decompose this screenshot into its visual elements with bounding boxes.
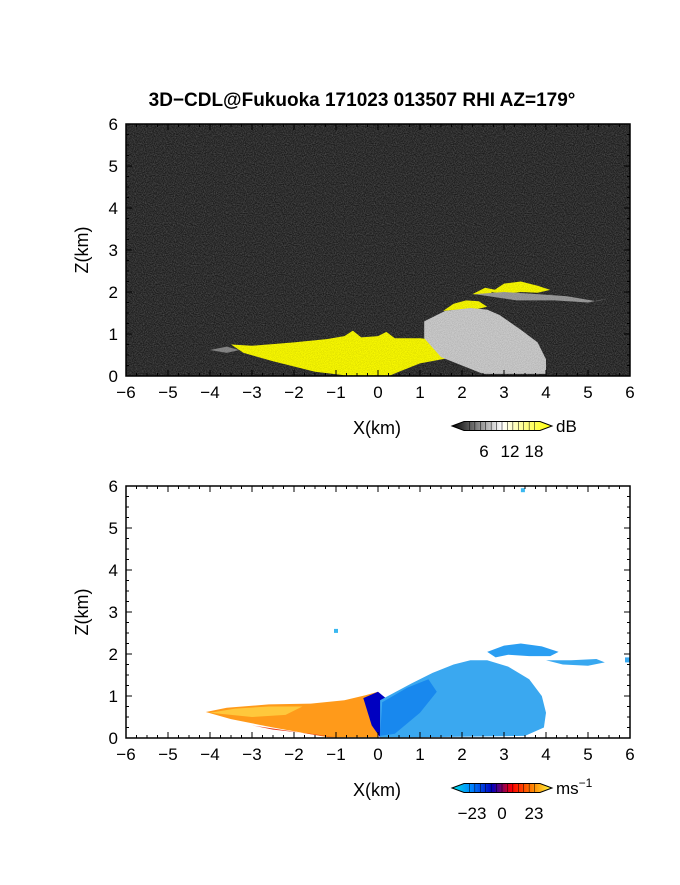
- y-axis-label: Z(km): [72, 227, 92, 274]
- x-tick-label: 5: [583, 745, 592, 764]
- figure-title: 3D−CDL@Fukuoka 171023 013507 RHI AZ=179°: [149, 90, 576, 111]
- y-tick-label: 1: [109, 325, 118, 344]
- y-tick-label: 0: [109, 729, 118, 748]
- echo-region: [205, 691, 379, 738]
- x-tick-label: −2: [284, 383, 303, 402]
- colorbar-tick-label: 18: [525, 442, 544, 461]
- x-tick-label: 3: [499, 745, 508, 764]
- x-tick-label: −1: [326, 745, 345, 764]
- echo-region: [380, 679, 437, 736]
- x-tick-label: 6: [625, 745, 634, 764]
- echo-point: [334, 628, 338, 633]
- colorbar-tick-label: 6: [479, 442, 488, 461]
- y-tick-label: 2: [109, 645, 118, 664]
- x-tick-label: 5: [583, 383, 592, 402]
- y-tick-label: 4: [109, 199, 118, 218]
- colorbar-tick-label: 12: [501, 442, 520, 461]
- colorbar-tick-label: 23: [525, 804, 544, 823]
- echo-region: [380, 660, 546, 738]
- x-tick-label: 3: [499, 383, 508, 402]
- x-axis-label: X(km): [353, 780, 401, 800]
- x-tick-label: −5: [158, 745, 177, 764]
- echo-region: [487, 643, 559, 658]
- colorbar: dB 6 12 18: [450, 417, 577, 461]
- y-tick-label: 3: [109, 241, 118, 260]
- x-tick-label: −6: [116, 383, 135, 402]
- x-tick-label: −5: [158, 383, 177, 402]
- speckle-overlay: [126, 124, 630, 376]
- echo-region: [210, 706, 303, 717]
- x-tick-label: −3: [242, 383, 261, 402]
- echo-point: [520, 488, 525, 493]
- y-tick-label: 2: [109, 283, 118, 302]
- x-tick-label: 2: [457, 745, 466, 764]
- y-tick-label: 3: [109, 603, 118, 622]
- velocity-panel: −6 −5 −4 −3 −2 −1 0 1 2 3 4 5 60123456X(km)Z(km)ms−1…: [72, 477, 635, 823]
- x-axis-label: X(km): [353, 418, 401, 438]
- colorbar: ms−1 −23 0 23: [450, 776, 593, 823]
- colorbar-unit-exponent: −1: [579, 776, 593, 790]
- echo-region: [546, 659, 605, 666]
- y-tick-label: 1: [109, 687, 118, 706]
- y-tick-label: 6: [109, 115, 118, 134]
- x-tick-label: −2: [284, 745, 303, 764]
- x-tick-label: −3: [242, 745, 261, 764]
- y-tick-label: 5: [109, 519, 118, 538]
- y-tick-label: 0: [109, 367, 118, 386]
- x-tick-label: 1: [415, 383, 424, 402]
- x-tick-label: 0: [373, 745, 382, 764]
- y-tick-label: 4: [109, 561, 118, 580]
- x-tick-label: −4: [200, 745, 219, 764]
- x-tick-label: 4: [541, 383, 550, 402]
- echo-region: [625, 657, 630, 663]
- y-tick-label: 5: [109, 157, 118, 176]
- y-tick-label: 6: [109, 477, 118, 496]
- y-axis-label: Z(km): [72, 589, 92, 636]
- colorbar-unit: dB: [556, 417, 577, 436]
- x-tick-label: −6: [116, 745, 135, 764]
- x-tick-label: 0: [373, 383, 382, 402]
- colorbar-tick-label: −23: [458, 804, 487, 823]
- x-tick-label: 1: [415, 745, 424, 764]
- colorbar-tick-label: 0: [497, 804, 506, 823]
- x-tick-label: 6: [625, 383, 634, 402]
- x-tick-label: 2: [457, 383, 466, 402]
- x-tick-label: 4: [541, 745, 550, 764]
- x-tick-label: −4: [200, 383, 219, 402]
- x-tick-label: −1: [326, 383, 345, 402]
- colorbar-unit: ms−1: [556, 776, 593, 798]
